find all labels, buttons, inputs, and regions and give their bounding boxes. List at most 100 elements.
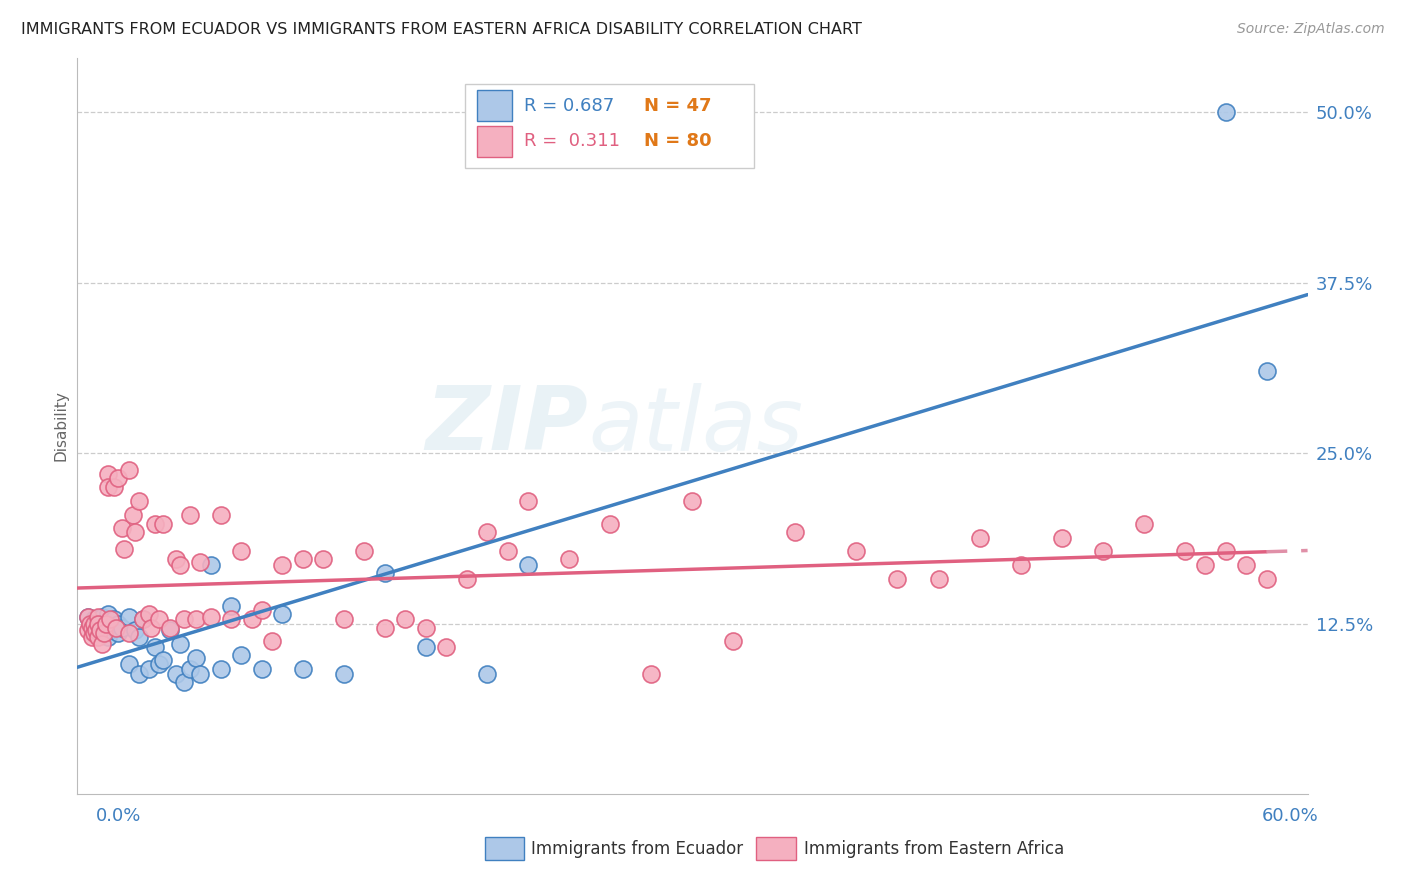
Point (1215, 544, 1237, 558)
Point (80, 621, 103, 635)
Point (87, 609, 110, 624)
Point (117, 657, 139, 672)
Y-axis label: Disability: Disability (53, 391, 69, 461)
Point (1132, 516, 1154, 531)
Point (250, 603, 273, 617)
Point (169, 558, 191, 572)
Point (132, 612, 155, 626)
Point (682, 494, 704, 508)
Point (143, 516, 166, 531)
Point (124, 624, 146, 638)
Point (98, 612, 121, 626)
Point (138, 661, 160, 675)
Point (93, 626, 115, 640)
Text: ZIP: ZIP (425, 383, 588, 469)
Point (415, 621, 437, 635)
Point (87, 621, 110, 635)
Point (209, 508, 232, 522)
Point (250, 661, 273, 675)
Point (117, 462, 139, 476)
Point (374, 621, 396, 635)
Point (886, 572, 908, 586)
Point (83, 626, 105, 640)
Point (148, 612, 170, 626)
Point (200, 558, 222, 572)
Point (103, 480, 125, 494)
Point (83, 616, 105, 631)
Point (477, 525, 499, 540)
Point (333, 612, 356, 626)
Point (312, 552, 335, 566)
Point (517, 558, 540, 572)
Point (496, 544, 519, 558)
Point (394, 612, 416, 626)
Point (84, 624, 107, 638)
Point (107, 471, 129, 485)
Point (159, 621, 181, 635)
Point (353, 544, 375, 558)
Point (219, 612, 242, 626)
Point (599, 516, 621, 531)
Point (98, 624, 121, 638)
Point (783, 525, 806, 540)
Point (271, 558, 294, 572)
Point (1174, 544, 1197, 558)
Text: Source: ZipAtlas.com: Source: ZipAtlas.com (1237, 22, 1385, 37)
Point (291, 552, 314, 566)
Point (80, 616, 103, 631)
Point (97, 607, 120, 621)
Point (83, 612, 105, 626)
Point (1050, 531, 1073, 545)
Point (76, 609, 98, 624)
Point (152, 653, 174, 667)
Point (723, 634, 745, 648)
Point (152, 516, 174, 531)
Point (97, 480, 120, 494)
Point (90, 637, 114, 651)
Point (128, 494, 150, 508)
Point (1194, 558, 1216, 572)
Point (97, 467, 120, 481)
Point (271, 607, 294, 621)
Point (89, 624, 111, 638)
Point (121, 508, 143, 522)
Point (87, 630, 110, 644)
Point (333, 667, 356, 681)
Text: N = 80: N = 80 (644, 132, 711, 150)
Point (1256, 364, 1278, 378)
Point (186, 650, 208, 665)
Point (79, 616, 101, 631)
Point (262, 634, 284, 648)
Point (107, 616, 129, 631)
Point (114, 541, 136, 556)
Point (141, 621, 163, 635)
Point (165, 552, 187, 566)
Point (186, 612, 208, 626)
Text: R =  0.311: R = 0.311 (524, 132, 620, 150)
Point (94, 626, 117, 640)
Point (219, 599, 242, 613)
Point (517, 494, 540, 508)
Point (928, 572, 950, 586)
Point (94, 616, 117, 631)
Point (640, 667, 662, 681)
Point (1091, 544, 1114, 558)
Point (1256, 572, 1278, 586)
FancyBboxPatch shape (477, 90, 512, 121)
Point (124, 525, 146, 540)
Text: R = 0.687: R = 0.687 (524, 97, 614, 115)
Text: Immigrants from Eastern Africa: Immigrants from Eastern Africa (804, 840, 1064, 858)
Point (87, 626, 110, 640)
Point (148, 657, 170, 672)
Point (117, 609, 139, 624)
Point (1215, 105, 1237, 120)
Point (1010, 558, 1032, 572)
Point (291, 661, 314, 675)
Point (188, 667, 212, 681)
Point (90, 609, 114, 624)
Point (103, 612, 125, 626)
Point (477, 667, 499, 681)
Text: atlas: atlas (588, 383, 803, 469)
Point (107, 626, 129, 640)
FancyBboxPatch shape (465, 84, 754, 169)
